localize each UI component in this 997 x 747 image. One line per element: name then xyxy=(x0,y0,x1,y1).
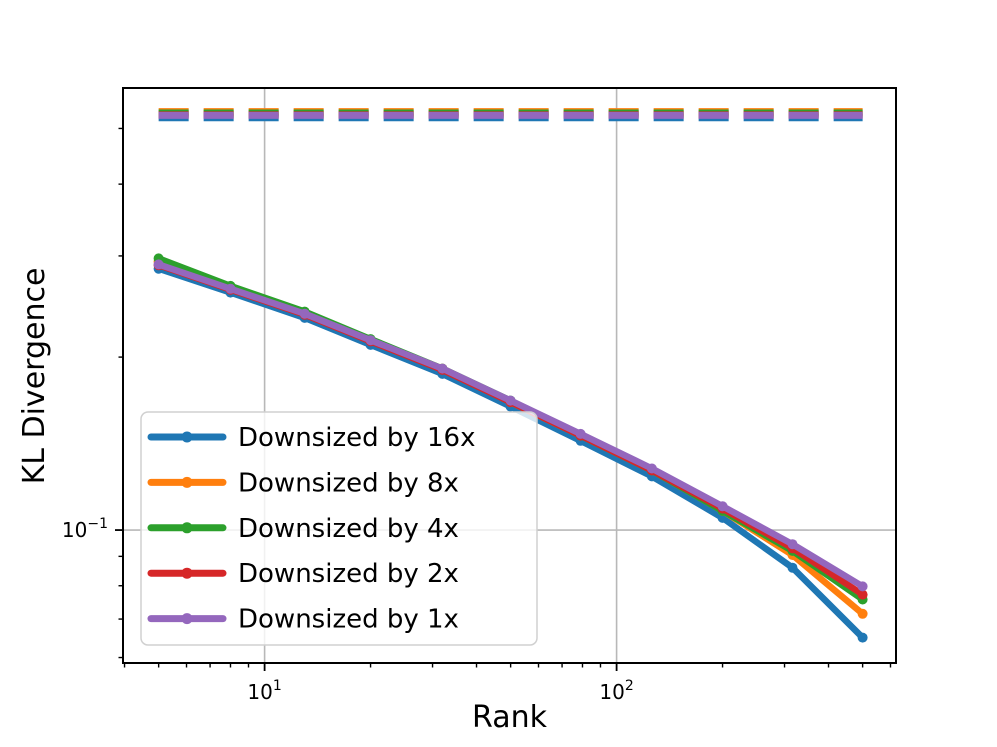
data-point-marker xyxy=(575,428,586,439)
series-lines xyxy=(153,253,868,643)
data-point-marker xyxy=(857,632,868,643)
legend-entry-1: Downsized by 8x xyxy=(147,468,459,498)
legend-sample-marker xyxy=(181,431,193,443)
x-tick-label: 102 xyxy=(599,678,633,704)
axis-ticks xyxy=(115,127,892,671)
legend-sample-marker xyxy=(181,613,193,625)
data-point-marker xyxy=(787,539,798,550)
legend-sample-marker xyxy=(181,522,193,534)
axis-tick-labels: 101 102 10−1 xyxy=(62,516,634,704)
legend-entry-0: Downsized by 16x xyxy=(147,423,475,453)
data-point-marker xyxy=(505,395,516,406)
legend-label-2: Downsized by 4x xyxy=(238,514,459,544)
data-point-marker xyxy=(225,283,236,294)
legend-label-4: Downsized by 1x xyxy=(238,605,459,635)
data-point-marker xyxy=(299,308,310,319)
x-axis-label: Rank xyxy=(472,700,548,735)
series-4 xyxy=(153,259,868,592)
legend-label-3: Downsized by 2x xyxy=(238,559,459,589)
data-point-marker xyxy=(717,501,728,512)
data-point-marker xyxy=(787,562,798,573)
data-point-marker xyxy=(857,608,868,619)
data-point-marker xyxy=(857,589,868,600)
legend-sample-marker xyxy=(181,567,193,579)
legend-entry-4: Downsized by 1x xyxy=(147,605,459,635)
axes-spines xyxy=(122,87,897,664)
dashed-baseline-lines xyxy=(158,108,863,122)
data-point-marker xyxy=(646,463,657,474)
legend-label-1: Downsized by 8x xyxy=(238,468,459,498)
legend-entry-2: Downsized by 4x xyxy=(147,514,459,544)
legend-label-0: Downsized by 16x xyxy=(238,423,475,453)
y-axis-label: KL Divergence xyxy=(17,268,52,485)
data-point-marker xyxy=(437,363,448,374)
data-point-marker xyxy=(857,581,868,592)
data-point-marker xyxy=(153,259,164,270)
legend-box xyxy=(140,411,538,646)
legend-sample-marker xyxy=(181,476,193,488)
legend: Downsized by 16x Downsized by 8x Downsized… xyxy=(140,411,538,646)
legend-entry-3: Downsized by 2x xyxy=(147,559,459,589)
x-tick-label: 101 xyxy=(247,678,281,704)
y-tick-label: 10−1 xyxy=(62,516,108,542)
data-point-marker xyxy=(365,335,376,346)
plot-border xyxy=(122,87,897,664)
